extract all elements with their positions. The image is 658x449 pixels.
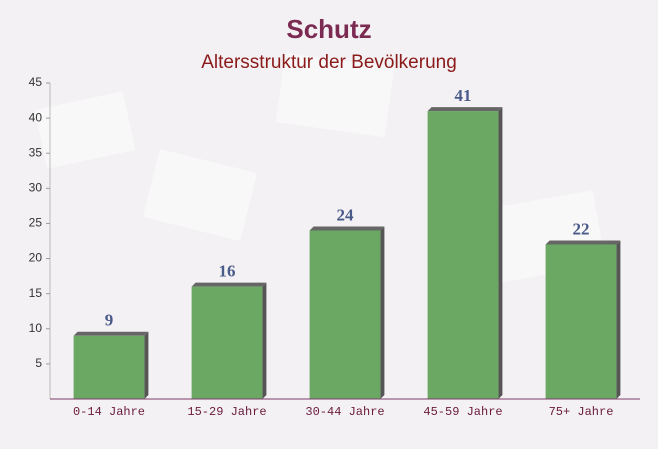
value-label: 24 — [337, 205, 355, 224]
y-tick-label: 45 — [29, 75, 43, 89]
x-tick-label: 0-14 Jahre — [73, 405, 145, 419]
bar — [73, 335, 145, 399]
x-tick-label: 30-44 Jahre — [305, 405, 384, 419]
bar-side — [144, 331, 149, 399]
y-tick-label: 10 — [29, 321, 43, 335]
bar-side — [616, 240, 621, 399]
bar-top — [73, 331, 149, 336]
bar-side — [380, 226, 385, 399]
bar-top — [309, 226, 385, 231]
x-tick-label: 45-59 Jahre — [423, 405, 502, 419]
bar-side — [262, 282, 267, 399]
y-tick-label: 20 — [29, 251, 43, 265]
decor — [275, 52, 395, 138]
x-tick-label: 75+ Jahre — [549, 405, 614, 419]
value-label: 22 — [573, 219, 590, 238]
bar-top — [427, 107, 503, 112]
value-label: 16 — [219, 262, 236, 281]
value-label: 41 — [455, 86, 472, 105]
bar — [191, 286, 263, 399]
y-tick-label: 30 — [29, 181, 43, 195]
decor — [34, 91, 136, 169]
bar — [427, 111, 499, 399]
bar-top — [545, 240, 621, 245]
bar-top — [191, 282, 267, 287]
bar — [545, 244, 617, 399]
chart-title: Schutz — [286, 14, 371, 44]
y-tick-label: 25 — [29, 216, 43, 230]
chart-subtitle: Altersstruktur der Bevölkerung — [201, 52, 457, 73]
y-tick-label: 35 — [29, 145, 43, 159]
y-tick-label: 40 — [29, 110, 43, 124]
value-label: 9 — [105, 311, 114, 330]
y-tick-label: 5 — [35, 356, 42, 370]
y-tick-label: 15 — [29, 286, 43, 300]
bar-side — [498, 107, 503, 399]
bar — [309, 230, 381, 399]
decor — [143, 148, 257, 242]
x-tick-label: 15-29 Jahre — [187, 405, 266, 419]
